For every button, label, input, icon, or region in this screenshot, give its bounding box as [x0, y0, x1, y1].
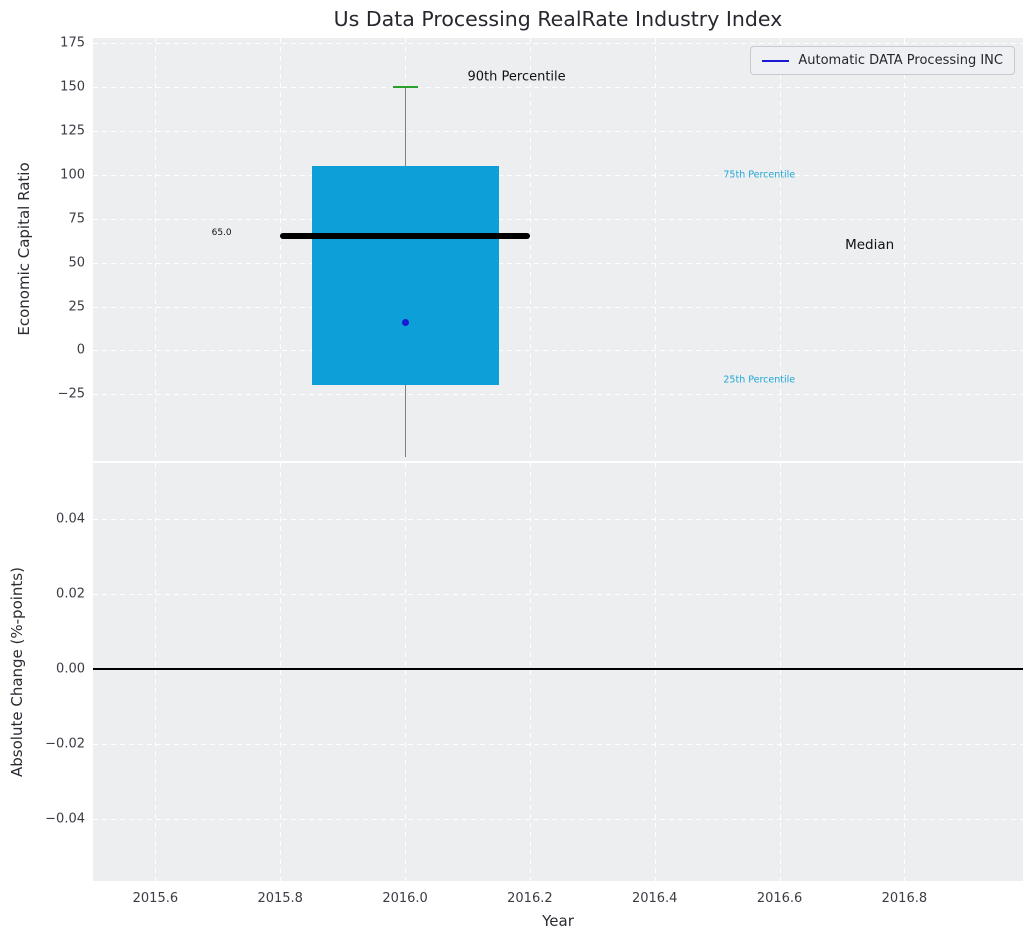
x-tick-label: 2015.8: [257, 891, 303, 906]
chart-annotation: Median: [845, 237, 895, 254]
y-tick-label: 100: [60, 167, 85, 183]
y-tick-label: −25: [57, 386, 85, 402]
x-tick-label: 2016.2: [507, 891, 553, 906]
gridline-horizontal: [93, 394, 1023, 396]
y-tick-label: 150: [60, 79, 85, 95]
gridline-horizontal: [93, 174, 1023, 176]
gridline-vertical: [654, 38, 656, 461]
y-tick-label: −0.04: [45, 811, 85, 827]
median-line: [280, 233, 530, 240]
gridline-vertical: [529, 463, 531, 881]
legend: Automatic DATA Processing INC: [750, 46, 1015, 75]
company-point: [401, 318, 409, 326]
gridline-vertical: [155, 38, 157, 461]
chart-annotation: 75th Percentile: [723, 169, 796, 181]
x-tick-label: 2016.4: [631, 891, 678, 906]
y-tick-label: 0.02: [56, 586, 85, 602]
y-tick-label: 175: [60, 35, 85, 51]
gridline-vertical: [155, 463, 157, 881]
legend-label: Automatic DATA Processing INC: [798, 53, 1003, 68]
gridline-horizontal: [93, 131, 1023, 132]
y-tick-label: 25: [68, 299, 85, 314]
gridline-vertical: [779, 38, 781, 461]
gridline-vertical: [904, 463, 906, 881]
gridline-horizontal: [93, 350, 1023, 352]
y-tick-label: 125: [60, 123, 85, 139]
iqr-box: [311, 166, 499, 386]
y-tick-label: 0.00: [56, 661, 85, 677]
x-tick-label: 2016.8: [881, 891, 928, 906]
chart-title: Us Data Processing RealRate Industry Ind…: [333, 7, 783, 31]
y-axis-label-top: Economic Capital Ratio: [15, 162, 33, 336]
gridline-horizontal: [93, 262, 1023, 264]
top-axes: Automatic DATA Processing INC 65.0 90th P…: [93, 38, 1023, 461]
y-tick-label: −0.02: [45, 736, 85, 752]
gridline-vertical: [405, 463, 407, 881]
gridline-horizontal: [93, 306, 1023, 308]
gridline-horizontal: [93, 218, 1023, 220]
gridline-vertical: [280, 463, 282, 881]
legend-line-swatch: [762, 59, 790, 62]
y-tick-label: 0: [76, 342, 85, 358]
gridline-horizontal: [93, 744, 1023, 746]
gridline-vertical: [779, 463, 781, 881]
gridline-vertical: [529, 38, 531, 461]
bottom-axes: [93, 463, 1023, 881]
gridline-vertical: [904, 38, 906, 461]
gridline-horizontal: [93, 87, 1023, 89]
chart-annotation: 65.0: [211, 227, 232, 238]
chart-annotation: 25th Percentile: [723, 374, 796, 386]
gridline-horizontal: [93, 43, 1023, 45]
zero-line: [93, 668, 1023, 670]
whisker-cap-90th: [392, 86, 418, 89]
y-tick-label: 50: [68, 255, 85, 271]
gridline-horizontal: [93, 819, 1023, 821]
gridline-horizontal: [93, 519, 1023, 521]
x-axis-label: Year: [542, 912, 574, 930]
y-axis-label-bottom: Absolute Change (%-points): [8, 567, 26, 777]
x-tick-label: 2016.0: [382, 891, 428, 906]
chart-annotation: 90th Percentile: [467, 69, 566, 85]
y-tick-label: 75: [68, 211, 85, 227]
gridline-horizontal: [93, 594, 1023, 596]
y-tick-label: 0.04: [56, 511, 85, 527]
x-tick-label: 2016.6: [756, 891, 803, 906]
gridline-vertical: [654, 463, 656, 881]
gridline-vertical: [280, 38, 282, 461]
x-tick-label: 2015.6: [132, 891, 179, 906]
